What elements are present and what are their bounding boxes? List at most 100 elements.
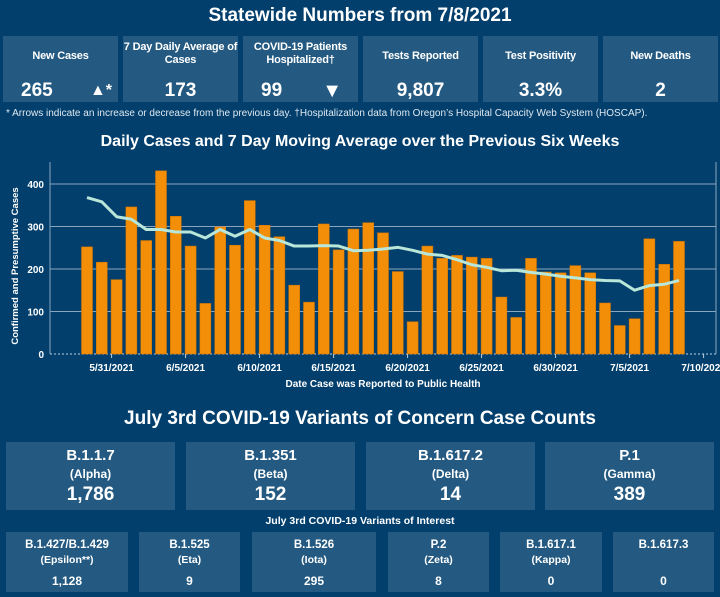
- stat-value: 265: [21, 80, 53, 101]
- y-tick-label: 200: [27, 265, 44, 276]
- variants-interest-title: July 3rd COVID-19 Variants of Interest: [265, 515, 455, 527]
- variant-alias: (Alpha): [69, 467, 112, 481]
- variants-title: July 3rd COVID-19 Variants of Concern Ca…: [124, 408, 596, 429]
- stat-card: 7 Day Daily Average of Cases 173: [123, 36, 238, 102]
- variant-alias: (Gamma): [603, 467, 656, 481]
- variant-alias: (Iota): [301, 554, 327, 566]
- bar: [318, 223, 330, 355]
- bar: [673, 241, 685, 355]
- variant-name: B.1.351: [244, 447, 297, 464]
- x-tick-label: 6/30/2021: [533, 363, 578, 374]
- bar: [495, 296, 508, 355]
- variant-card: B.1.1.7 (Alpha) 1,786: [6, 442, 175, 510]
- variant-interest-card: B.1.526 (Iota) 295: [252, 532, 376, 592]
- stat-label: Tests Reported: [382, 50, 459, 62]
- variant-name: B.1.617.3: [638, 539, 689, 551]
- bar: [258, 224, 271, 355]
- stat-value: 3.3%: [518, 80, 563, 101]
- variant-count: 0: [547, 574, 555, 588]
- stat-label: New Cases: [32, 50, 89, 62]
- variant-count: 14: [439, 484, 462, 505]
- variant-card: B.1.351 (Beta) 152: [186, 442, 355, 510]
- bar: [392, 271, 404, 355]
- x-tick-label: 7/10/2021: [681, 363, 720, 374]
- bar: [214, 226, 226, 355]
- y-tick-label: 0: [38, 350, 44, 361]
- y-tick-label: 300: [27, 223, 44, 234]
- stat-label: 7 Day Daily Average of Cases: [123, 41, 238, 66]
- bar: [155, 170, 167, 355]
- bar: [510, 317, 522, 355]
- bar: [554, 272, 567, 355]
- stat-value: 2: [655, 80, 666, 101]
- variant-alias: (Zeta): [424, 554, 453, 566]
- bar: [569, 265, 582, 355]
- bar: [332, 249, 345, 355]
- variant-name: P.2: [430, 539, 447, 551]
- bar: [406, 321, 419, 355]
- y-axis-title: Confirmed and Presumptive Cases: [10, 187, 21, 344]
- variant-name: B.1.427/B.1.429: [25, 539, 109, 551]
- bar: [584, 272, 596, 355]
- bar: [658, 264, 670, 355]
- bar: [451, 255, 463, 355]
- stat-card: New Deaths 2: [603, 36, 718, 102]
- bar: [540, 271, 552, 355]
- bar: [628, 318, 641, 355]
- bar: [421, 245, 434, 355]
- variant-count: 8: [435, 574, 442, 588]
- bar: [643, 238, 656, 355]
- variant-interest-card: B.1.427/B.1.429 (Epsilon**) 1,128: [6, 532, 128, 592]
- x-axis-title: Date Case was Reported to Public Health: [285, 379, 480, 390]
- variant-interest-card: B.1.617.3 0: [613, 532, 714, 592]
- bar: [303, 301, 315, 355]
- variant-count: 295: [303, 574, 325, 588]
- y-tick-label: 100: [27, 308, 44, 319]
- variant-alias: (Eta): [177, 554, 202, 566]
- page-title: Statewide Numbers from 7/8/2021: [208, 5, 512, 26]
- stat-value: 173: [164, 80, 197, 101]
- variant-name: B.1.526: [293, 539, 335, 551]
- bar: [525, 258, 537, 355]
- variant-count: 389: [613, 484, 646, 505]
- variant-count: 0: [660, 574, 667, 588]
- bar: [170, 216, 182, 355]
- bar: [347, 228, 360, 355]
- x-tick-label: 5/31/2021: [89, 363, 134, 374]
- variant-count: 1,128: [51, 574, 83, 588]
- variant-alias: (Kappa): [531, 554, 571, 566]
- variant-name: B.1.617.1: [526, 539, 576, 551]
- footnote: * Arrows indicate an increase or decreas…: [6, 108, 648, 119]
- arrow-up-icon: ▲*: [89, 82, 112, 99]
- bar: [110, 279, 123, 355]
- stat-card: Test Positivity 3.3%: [483, 36, 598, 102]
- variant-name: B.1.617.2: [417, 447, 484, 464]
- bar: [599, 302, 611, 355]
- variant-alias: (Delta): [431, 467, 470, 481]
- variant-count: 1,786: [66, 484, 115, 505]
- stat-label: Test Positivity: [505, 50, 576, 62]
- stat-label: New Deaths: [630, 50, 691, 62]
- y-tick-label: 400: [27, 180, 44, 191]
- bar: [229, 244, 241, 355]
- variant-alias: (Beta): [253, 467, 288, 481]
- arrow-down-icon: ▼: [322, 80, 342, 102]
- bar: [480, 258, 493, 355]
- variant-count: 152: [254, 484, 287, 505]
- bar: [125, 206, 138, 355]
- x-tick-label: 6/10/2021: [237, 363, 282, 374]
- stat-card: Tests Reported 9,807: [363, 36, 478, 102]
- variant-name: B.1.525: [169, 539, 210, 551]
- stat-card: COVID-19 Patients Hospitalized† 99 ▼: [243, 36, 358, 102]
- bar: [273, 236, 286, 355]
- bar: [244, 200, 256, 355]
- variant-interest-card: P.2 (Zeta) 8: [388, 532, 489, 592]
- bar: [96, 261, 108, 355]
- x-tick-label: 7/5/2021: [610, 363, 649, 374]
- variant-interest-card: B.1.525 (Eta) 9: [139, 532, 240, 592]
- variant-card: P.1 (Gamma) 389: [545, 442, 714, 510]
- stat-value: 99: [261, 80, 283, 101]
- variant-interest-card: B.1.617.1 (Kappa) 0: [500, 532, 602, 592]
- bar: [288, 284, 300, 355]
- x-tick-label: 6/5/2021: [166, 363, 205, 374]
